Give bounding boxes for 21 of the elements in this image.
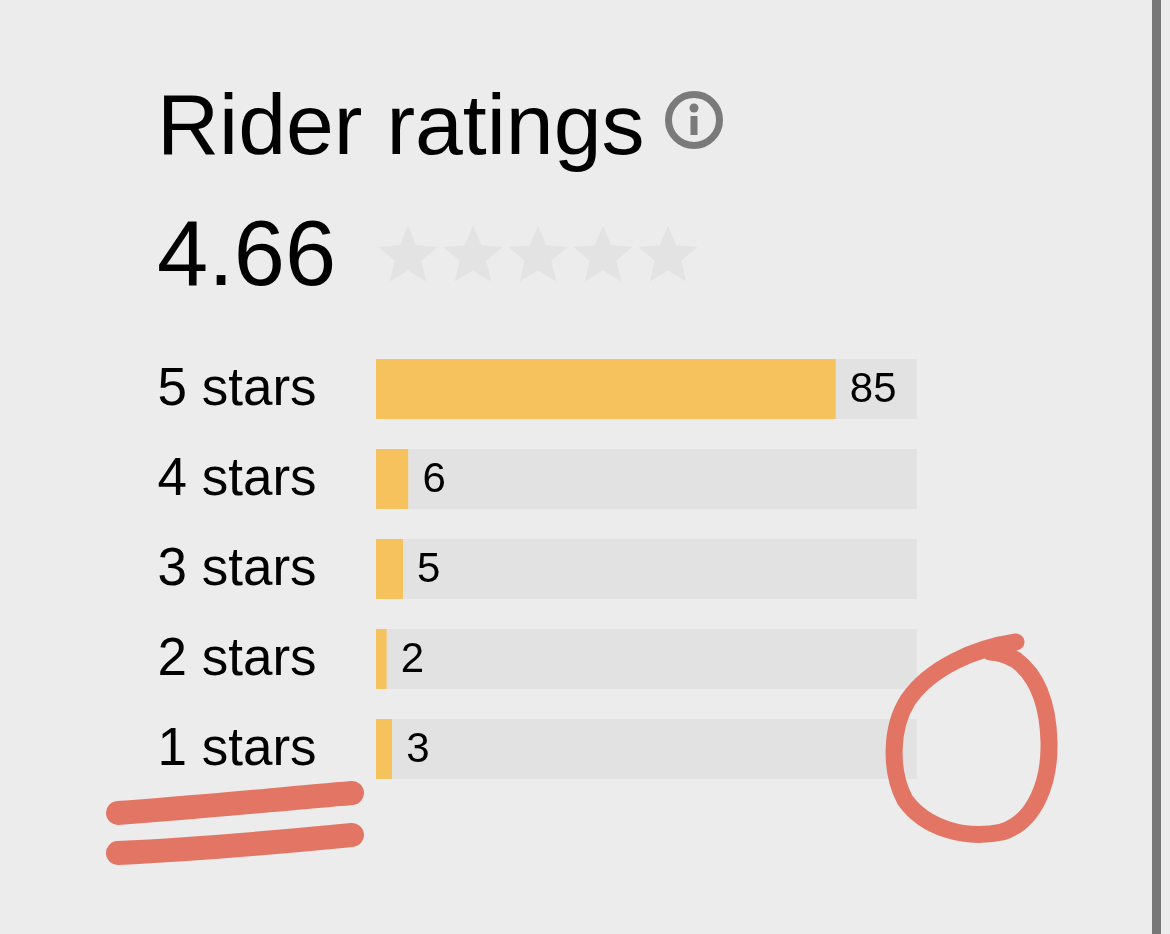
bar [376,719,393,779]
data-label: 85 [849,364,897,411]
y-tick-label: 4 stars [157,447,317,506]
data-label: 3 [406,724,430,771]
bar [403,539,917,599]
bar [376,539,404,599]
data-label: 5 [417,544,441,591]
y-tick-label: 3 stars [157,537,317,596]
chart-subtitle: 4.66 [157,202,337,304]
bar [376,359,836,419]
data-label: 6 [422,454,446,501]
bar [376,629,387,689]
y-tick-label: 5 stars [157,357,317,416]
chart-title: Rider ratings [157,76,645,172]
y-tick-label: 1 stars [157,717,317,776]
bar [376,449,409,509]
y-tick-label: 2 stars [157,627,317,686]
bar [386,629,917,689]
data-label: 2 [400,634,425,681]
bar [392,719,917,779]
bar [408,449,917,509]
